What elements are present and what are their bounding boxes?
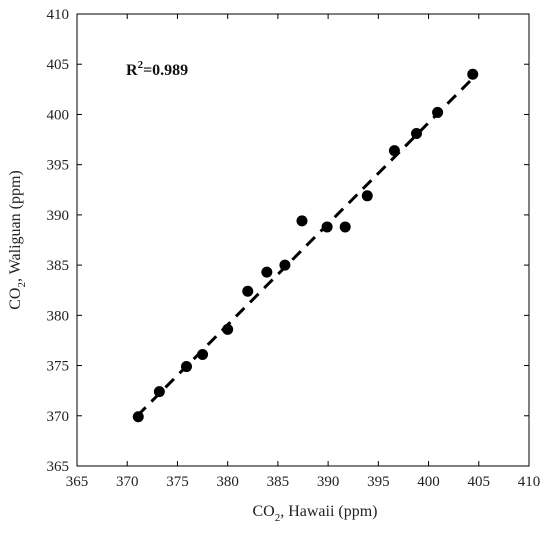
y-tick-label: 410: [47, 7, 70, 23]
data-point: [180, 361, 192, 373]
data-points: [132, 68, 479, 423]
x-tick-label: 410: [518, 474, 541, 490]
data-point: [279, 259, 291, 271]
data-point: [222, 323, 234, 335]
x-tick-label: 380: [216, 474, 239, 490]
y-tick-label: 395: [47, 158, 70, 174]
data-point: [242, 285, 254, 297]
data-point: [467, 68, 479, 80]
data-point: [197, 349, 209, 361]
y-tick-label: 405: [47, 57, 70, 73]
x-axis-title: CO2, Hawaii (ppm): [252, 503, 377, 524]
data-point: [153, 386, 165, 398]
x-tick-label: 390: [317, 474, 340, 490]
data-point: [339, 221, 351, 233]
data-point: [411, 128, 423, 140]
data-point: [361, 190, 373, 202]
y-tick-label: 385: [47, 258, 70, 274]
plot-frame: [76, 13, 530, 467]
y-axis-title: CO2, Waliguan (ppm): [7, 170, 28, 309]
y-tick-label: 375: [47, 359, 70, 375]
x-tick-label: 395: [367, 474, 390, 490]
x-tick-label: 375: [166, 474, 189, 490]
y-tick-label: 365: [47, 459, 70, 475]
data-point: [321, 221, 333, 233]
y-tick-label: 400: [47, 107, 70, 123]
data-point: [296, 215, 308, 227]
data-point: [261, 266, 273, 278]
x-tick-label: 370: [116, 474, 139, 490]
x-axis-ticks: 365 370 375 380 385 390 395 400 405 410: [66, 14, 541, 490]
y-axis-ticks: 365 370 375 380 385 390 395 400 405 410: [47, 7, 529, 475]
y-tick-label: 380: [47, 308, 70, 324]
y-tick-label: 370: [47, 409, 70, 425]
x-tick-label: 400: [417, 474, 440, 490]
x-tick-label: 405: [468, 474, 491, 490]
r-squared-annotation: R2=0.989: [126, 59, 188, 79]
data-point: [432, 106, 444, 118]
x-tick-label: 385: [267, 474, 290, 490]
data-point: [132, 411, 144, 423]
y-tick-label: 390: [47, 208, 70, 224]
data-point: [388, 145, 400, 157]
x-tick-label: 365: [66, 474, 89, 490]
